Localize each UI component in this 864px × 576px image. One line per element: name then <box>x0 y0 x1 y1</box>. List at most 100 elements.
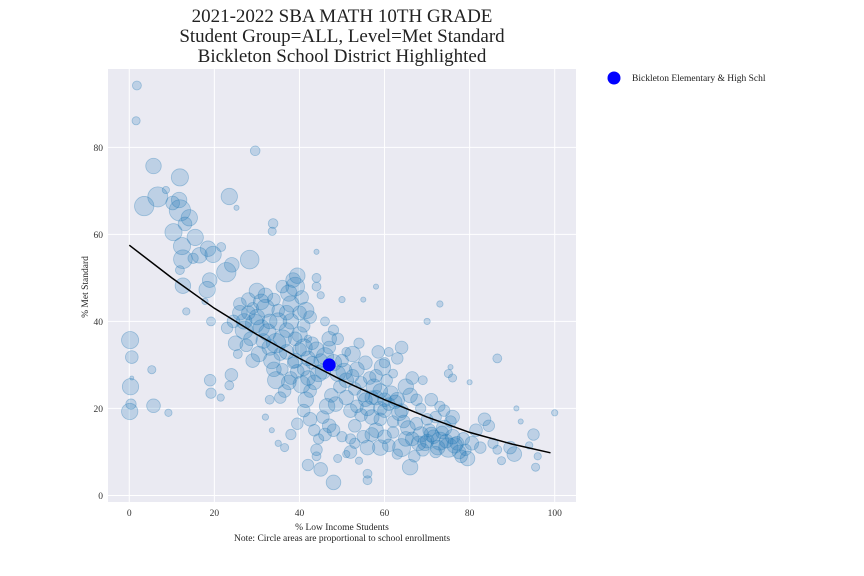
school-point <box>354 456 364 465</box>
school-point <box>437 404 451 417</box>
school-point <box>168 199 191 222</box>
school-point <box>378 357 391 369</box>
school-point <box>343 445 358 459</box>
school-point <box>267 226 277 236</box>
school-point <box>377 429 392 444</box>
school-point <box>436 300 444 308</box>
school-point <box>409 416 424 431</box>
school-point <box>318 398 336 415</box>
school-point <box>267 292 281 307</box>
chart-title-line-3: Bickleton School District Highlighted <box>198 46 487 67</box>
school-point <box>412 426 429 443</box>
school-point <box>146 398 161 414</box>
school-point <box>282 313 300 330</box>
school-point <box>397 378 414 395</box>
school-point <box>285 428 297 441</box>
school-point <box>311 273 322 283</box>
school-point <box>239 338 254 353</box>
school-point <box>443 369 453 379</box>
school-point <box>246 302 259 315</box>
school-point <box>241 292 256 307</box>
school-point <box>394 340 409 355</box>
school-point <box>451 444 467 460</box>
school-point <box>199 240 217 257</box>
school-point <box>354 408 368 422</box>
y-tick-label: 80 <box>94 144 104 154</box>
school-point <box>405 371 419 385</box>
school-point <box>388 368 398 379</box>
school-point <box>422 423 436 437</box>
school-point <box>132 80 142 91</box>
school-point <box>313 462 328 477</box>
school-point <box>296 319 311 333</box>
school-point <box>278 304 295 321</box>
school-point <box>392 438 411 457</box>
school-point <box>216 393 225 402</box>
x-axis-ticks: 0 20 40 60 80 100 <box>127 509 562 519</box>
school-point <box>320 316 330 327</box>
school-point <box>291 326 308 343</box>
school-point <box>356 429 371 444</box>
school-point <box>410 435 427 452</box>
school-point <box>232 349 243 359</box>
school-point <box>373 358 391 376</box>
school-point <box>373 412 388 427</box>
school-point <box>459 443 472 456</box>
school-point <box>349 361 365 378</box>
school-point <box>277 384 292 398</box>
school-point <box>216 262 237 283</box>
chart-title-line-1: 2021-2022 SBA MATH 10TH GRADE <box>192 6 493 27</box>
school-point <box>303 384 317 398</box>
school-point <box>227 335 244 351</box>
school-point <box>429 410 442 424</box>
school-point <box>369 369 383 383</box>
school-point <box>402 387 418 404</box>
school-point <box>466 379 473 386</box>
school-point <box>284 371 298 385</box>
x-tick-label: 20 <box>210 509 220 519</box>
school-point <box>296 362 311 377</box>
school-point <box>241 305 256 320</box>
school-point <box>268 427 275 434</box>
school-point <box>333 454 343 463</box>
school-point <box>492 353 503 364</box>
school-point <box>348 419 362 433</box>
school-point <box>292 305 307 320</box>
school-point <box>362 371 377 385</box>
school-point <box>429 439 446 456</box>
school-point <box>216 242 227 252</box>
school-point <box>297 301 315 320</box>
legend: Bickleton Elementary & High Schl <box>607 71 766 85</box>
school-point <box>324 388 339 403</box>
school-point <box>161 185 170 195</box>
school-point <box>308 341 325 358</box>
school-point <box>417 435 433 452</box>
school-point <box>296 403 311 418</box>
school-point <box>477 412 492 427</box>
school-point <box>344 433 357 445</box>
school-point <box>383 385 399 401</box>
school-point <box>220 187 238 206</box>
school-point <box>291 417 304 430</box>
school-point <box>164 408 173 417</box>
school-point <box>145 157 162 175</box>
school-point <box>338 296 346 304</box>
school-point <box>444 428 461 445</box>
x-tick-label: 60 <box>380 509 390 519</box>
school-point <box>121 331 140 350</box>
x-tick-label: 80 <box>465 509 475 519</box>
school-point <box>423 426 440 443</box>
school-point <box>482 419 495 432</box>
school-point <box>308 424 321 437</box>
school-point <box>396 414 411 429</box>
school-point <box>248 308 266 326</box>
school-point <box>261 313 278 330</box>
school-point <box>325 474 342 491</box>
school-point <box>377 403 392 418</box>
school-point <box>131 116 141 126</box>
school-point <box>316 291 325 300</box>
school-point <box>492 444 503 455</box>
school-point <box>404 431 420 447</box>
school-point <box>206 316 216 327</box>
school-point <box>205 387 217 399</box>
